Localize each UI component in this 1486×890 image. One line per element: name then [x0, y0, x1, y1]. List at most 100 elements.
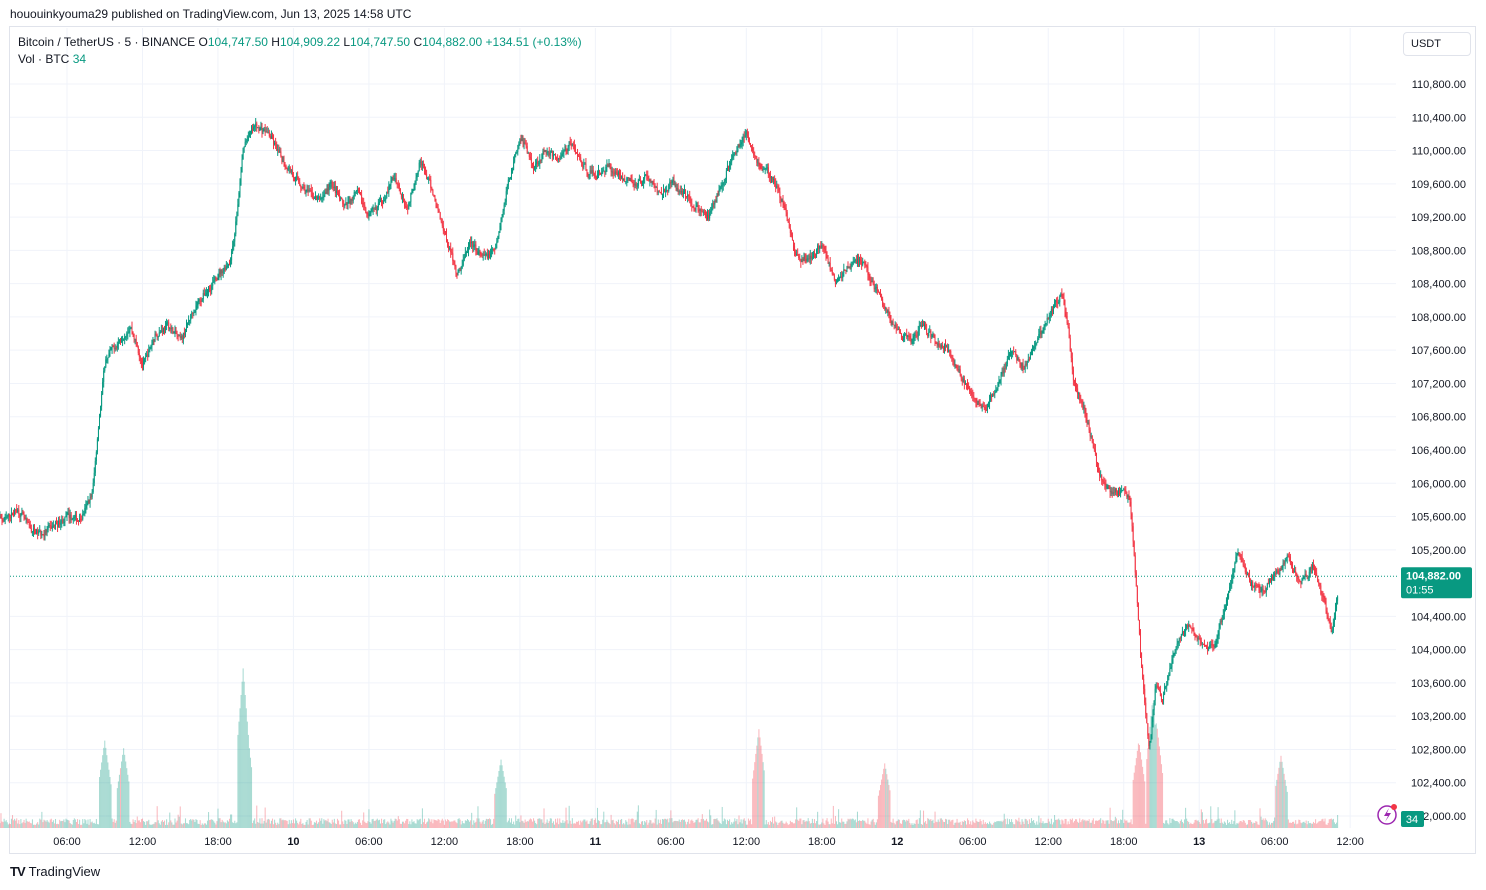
- candle-body: [906, 334, 908, 337]
- volume-legend[interactable]: Vol · BTC 34: [18, 52, 86, 66]
- volume-bar: [639, 824, 641, 828]
- candle-body: [62, 519, 64, 523]
- candle-body: [897, 329, 899, 331]
- candle-body: [47, 527, 49, 530]
- candle-body: [177, 335, 179, 337]
- volume-bar: [253, 820, 255, 828]
- volume-bar: [477, 806, 479, 828]
- candle-body: [224, 267, 226, 270]
- candle-body: [431, 188, 433, 190]
- candle-body: [135, 338, 137, 342]
- candle-body: [1150, 735, 1152, 742]
- volume-bar: [1020, 824, 1022, 828]
- volume-bar: [1337, 814, 1339, 828]
- candle-body: [731, 158, 733, 163]
- candle-body: [145, 356, 147, 359]
- volume-bar: [1066, 824, 1068, 828]
- candle-body: [634, 183, 636, 186]
- candle-body: [1317, 575, 1319, 582]
- candle-body: [990, 395, 992, 401]
- candle-body: [25, 518, 27, 520]
- tradingview-logo[interactable]: TV TradingView: [10, 864, 100, 879]
- volume-bar: [601, 824, 603, 828]
- volume-bar: [775, 821, 777, 828]
- volume-bar: [458, 818, 460, 828]
- candle-body: [830, 270, 832, 272]
- volume-bar: [412, 822, 414, 828]
- candle-body: [152, 340, 154, 345]
- candle-body: [222, 271, 224, 274]
- candle-body: [1011, 352, 1013, 354]
- volume-bar: [918, 818, 920, 828]
- candle-body: [1249, 574, 1251, 583]
- volume-bar: [696, 819, 698, 828]
- candle-body: [165, 325, 167, 331]
- volume-bar: [763, 770, 765, 828]
- volume-bar: [711, 824, 713, 828]
- candle-body: [289, 167, 291, 173]
- candle-body: [462, 259, 464, 266]
- candle-body: [729, 164, 731, 168]
- volume-bar: [1260, 816, 1262, 828]
- currency-button[interactable]: USDT: [1403, 32, 1471, 56]
- volume-bar: [888, 784, 890, 828]
- volume-bar: [769, 820, 771, 828]
- candle-body: [1006, 359, 1008, 364]
- volume-bar: [997, 821, 999, 828]
- candle-body: [42, 534, 44, 536]
- candle-body: [1054, 302, 1056, 307]
- time-tick-label: 10: [287, 836, 299, 848]
- volume-bar: [738, 815, 740, 828]
- candle-body: [916, 335, 918, 337]
- volume-bar: [1258, 824, 1260, 828]
- volume-bar: [13, 820, 15, 828]
- volume-bar: [877, 795, 879, 828]
- candle-body: [919, 325, 921, 327]
- candle-body: [517, 149, 519, 153]
- volume-bar: [471, 812, 473, 828]
- candle-body: [171, 327, 173, 329]
- candle-body: [895, 324, 897, 329]
- volume-bar: [594, 818, 596, 828]
- candle-body: [677, 187, 679, 192]
- candle-body: [509, 177, 511, 179]
- volume-bar: [993, 822, 995, 828]
- candle-body: [912, 339, 914, 343]
- symbol-title[interactable]: Bitcoin / TetherUS · 5 · BINANCE: [18, 35, 196, 49]
- volume-bar: [531, 821, 534, 828]
- volume-bar: [856, 811, 858, 828]
- candle-body: [69, 514, 71, 519]
- candle-body: [1193, 630, 1195, 635]
- candle-body: [1292, 565, 1294, 571]
- volume-bar: [1198, 822, 1200, 828]
- candle-body: [639, 179, 641, 183]
- volume-bar: [874, 824, 876, 828]
- candle-body: [455, 266, 457, 273]
- candle-body: [416, 174, 418, 178]
- candle-body: [964, 383, 966, 385]
- candle-body: [360, 192, 362, 195]
- candle-body: [1277, 570, 1279, 574]
- candle-body: [1026, 360, 1028, 366]
- volume-bar: [524, 819, 526, 828]
- candle-body: [649, 179, 651, 182]
- candle-body: [427, 178, 429, 180]
- volume-bar: [292, 819, 294, 828]
- volume-bar: [364, 821, 366, 828]
- candle-body: [705, 215, 707, 219]
- volume-bar: [937, 819, 939, 828]
- candle-body: [1121, 490, 1123, 492]
- candle-body: [53, 525, 55, 527]
- candle-body: [91, 492, 93, 498]
- open-value: 104,747.50: [207, 35, 268, 49]
- volume-bar: [1311, 823, 1313, 828]
- candle-body: [794, 245, 796, 253]
- candle-body: [520, 139, 522, 141]
- volume-bar: [622, 824, 624, 828]
- volume-bar: [496, 782, 498, 828]
- candle-body: [1180, 634, 1182, 638]
- volume-bar: [1217, 807, 1219, 828]
- candle-body: [1287, 555, 1289, 557]
- ohlc-legend[interactable]: Bitcoin / TetherUS · 5 · BINANCE O104,74…: [18, 35, 582, 49]
